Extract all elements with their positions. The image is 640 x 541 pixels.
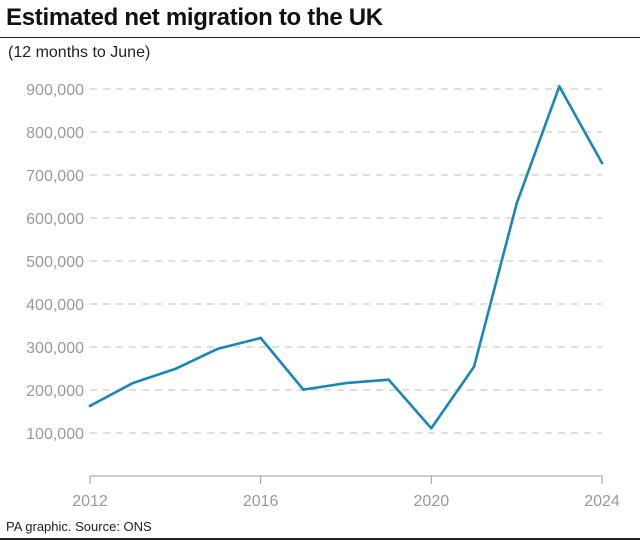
x-axis-ticks: 2012 2016 2020 2024	[72, 476, 620, 510]
series-line	[88, 85, 604, 430]
y-tick-label: 800,000	[26, 125, 84, 142]
chart-title: Estimated net migration to the UK	[6, 4, 383, 31]
y-tick-label: 700,000	[26, 168, 84, 185]
footer-divider	[0, 538, 640, 540]
data-point	[302, 388, 305, 391]
data-point	[515, 202, 518, 205]
y-tick-label: 900,000	[26, 82, 84, 99]
y-tick-label: 400,000	[26, 297, 84, 314]
y-tick-label: 100,000	[26, 426, 84, 443]
data-point	[174, 367, 177, 371]
data-point	[259, 336, 262, 340]
gridlines	[90, 88, 602, 434]
x-tick-label: 2016	[243, 493, 279, 510]
x-tick-label: 2024	[584, 493, 620, 510]
data-point	[387, 378, 390, 381]
data-point	[558, 85, 561, 88]
y-axis-ticks: 100,000 200,000 300,000 400,000 500,000 600,0…	[26, 82, 84, 443]
x-tick-label: 2020	[414, 493, 450, 510]
series	[88, 85, 604, 430]
y-tick-label: 600,000	[26, 211, 84, 228]
y-tick-label: 500,000	[26, 254, 84, 271]
chart-subtitle: (12 months to June)	[8, 44, 151, 61]
x-tick-label: 2012	[72, 493, 108, 510]
data-point	[131, 381, 134, 385]
data-point	[472, 365, 476, 369]
data-point	[600, 161, 604, 165]
data-point	[344, 381, 348, 385]
title-divider	[0, 37, 640, 38]
data-point	[216, 347, 220, 351]
data-point	[430, 426, 433, 430]
source-note: PA graphic. Source: ONS	[6, 519, 152, 534]
data-point	[88, 404, 92, 408]
y-tick-label: 200,000	[26, 383, 84, 400]
y-tick-label: 300,000	[26, 340, 84, 357]
